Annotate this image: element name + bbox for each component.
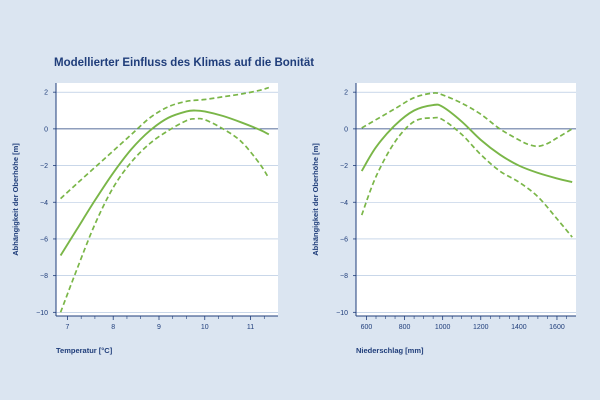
y-tick-label: 0 <box>344 126 348 133</box>
y-tick-label: −10 <box>36 310 48 317</box>
y-tick-label: −10 <box>336 310 348 317</box>
y-tick-label: −6 <box>40 236 48 243</box>
x-tick-label: 1400 <box>511 324 527 331</box>
y-tick-label: −4 <box>340 200 348 207</box>
series-line-confidence-2 <box>59 117 270 313</box>
x-tick-label: 9 <box>157 324 161 331</box>
x-tick-label: 7 <box>65 324 69 331</box>
series-line-confidence-1 <box>60 86 270 200</box>
plot-area <box>356 83 576 316</box>
x-tick-label: 800 <box>399 324 411 331</box>
series-line-confidence-1 <box>361 92 573 148</box>
x-tick-label: 1200 <box>473 324 489 331</box>
y-tick-label: −2 <box>340 163 348 170</box>
x-tick-label: 1000 <box>435 324 451 331</box>
series-line-estimate <box>59 109 270 256</box>
y-axis-label: Abhängigkeit der Oberhöhe [m] <box>11 143 20 256</box>
x-axis-label: Niederschlag [mm] <box>356 346 424 355</box>
y-axis-label: Abhängigkeit der Oberhöhe [m] <box>311 143 320 256</box>
x-axis-label: Temperatur [°C] <box>56 346 113 355</box>
chart-title: Modellierter Einfluss des Klimas auf die… <box>54 57 315 69</box>
y-tick-label: −8 <box>340 273 348 280</box>
x-tick-label: 1600 <box>549 324 565 331</box>
x-tick-label: 600 <box>361 324 373 331</box>
y-tick-label: 0 <box>44 126 48 133</box>
y-tick-label: −8 <box>40 273 48 280</box>
temperature-chart: 2 0 −2 −4 −6 −8 −10 7 8 9 10 11 Temperatur [°C] Abhän… <box>11 83 278 355</box>
precipitation-chart: 2 0 −2 −4 −6 −8 −10 600 800 1000 1200 1400 1600 Niede… <box>311 83 576 355</box>
y-tick-label: −2 <box>40 163 48 170</box>
y-tick-label: −6 <box>340 236 348 243</box>
series-line-estimate <box>360 103 573 183</box>
x-tick-label: 8 <box>111 324 115 331</box>
x-tick-label: 10 <box>201 324 209 331</box>
y-tick-label: 2 <box>44 90 48 97</box>
y-tick-label: 2 <box>344 90 348 97</box>
y-tick-label: −4 <box>40 200 48 207</box>
series-line-confidence-2 <box>360 116 573 238</box>
x-tick-label: 11 <box>247 324 254 331</box>
